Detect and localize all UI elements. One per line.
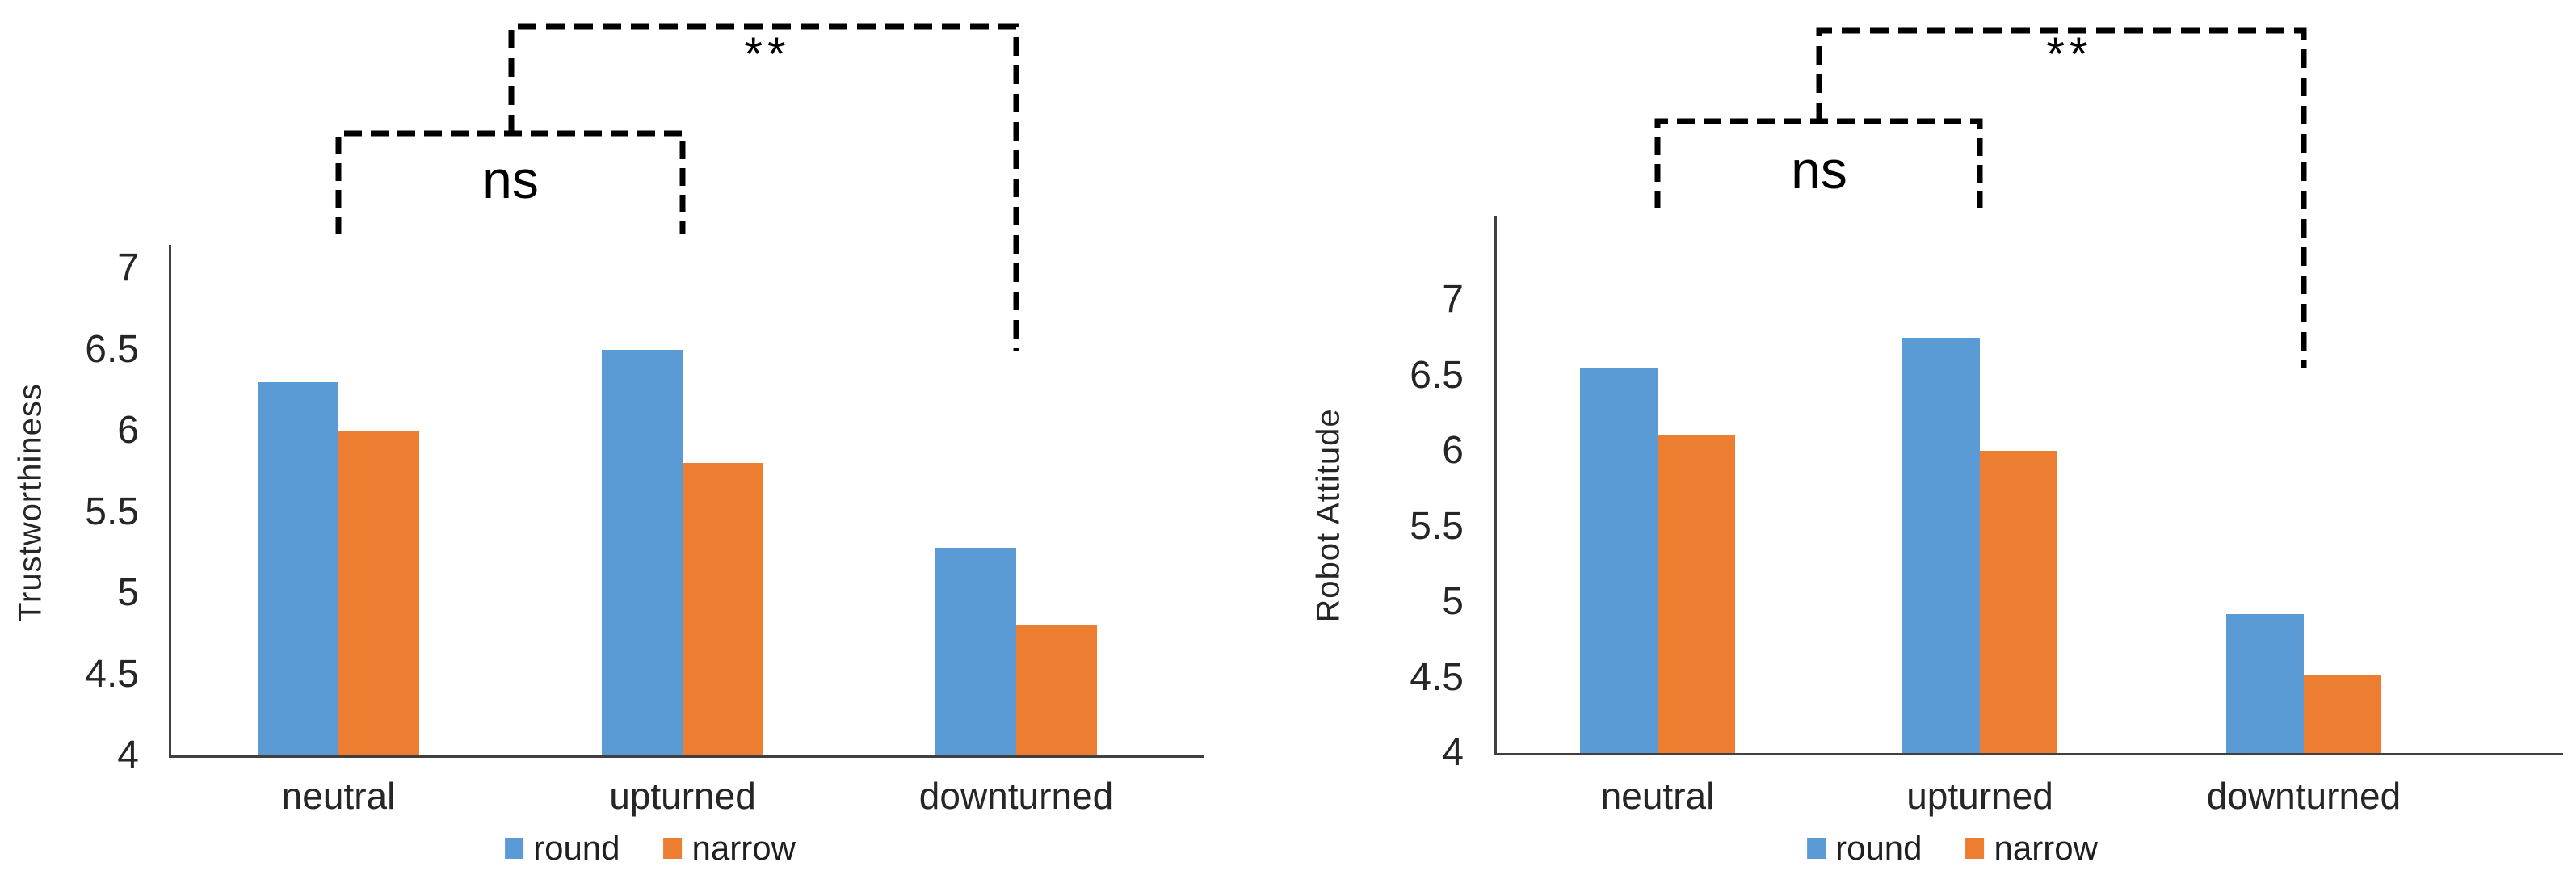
bar-narrow-upturned <box>1980 451 2057 753</box>
legend-label-round: round <box>1835 829 1923 867</box>
bar-round-neutral <box>1580 368 1658 753</box>
y-tick-label: 4 <box>1442 731 1464 774</box>
bar-round-neutral <box>258 381 338 755</box>
x-axis-line <box>1494 753 2563 755</box>
bar-round-downturned <box>2226 613 2304 753</box>
bar-round-upturned <box>1902 337 1980 753</box>
bar-narrow-upturned <box>683 463 763 755</box>
legend-swatch-round <box>1807 838 1826 859</box>
legend: round narrow <box>505 829 796 868</box>
legend-swatch-narrow <box>1965 838 1985 859</box>
y-tick-label: 7 <box>117 246 139 289</box>
bar-narrow-neutral <box>338 431 419 755</box>
bar-narrow-downturned <box>2304 674 2381 753</box>
y-tick-label: 7 <box>1442 278 1464 321</box>
bar-round-upturned <box>602 349 683 755</box>
bracket-stars-chart0 <box>508 23 1019 351</box>
y-axis-line <box>1494 216 1497 755</box>
legend-item-round: round <box>1807 829 1923 868</box>
x-axis-line <box>169 755 1204 758</box>
significance-label-ns: ns <box>482 149 539 209</box>
legend-label-narrow: narrow <box>1994 829 2098 867</box>
category-label-upturned: upturned <box>1906 775 2053 817</box>
y-tick-label: 4 <box>117 734 139 776</box>
legend-item-narrow: narrow <box>1965 829 2098 868</box>
legend: round narrow <box>1807 829 2098 868</box>
category-label-downturned: downturned <box>918 775 1114 817</box>
bar-narrow-neutral <box>1658 435 1735 753</box>
bracket-ns-chart1 <box>1654 118 1983 208</box>
y-tick-label: 4.5 <box>85 652 139 696</box>
y-tick-label: 5 <box>117 571 139 614</box>
legend-swatch-narrow <box>663 838 683 859</box>
category-label-upturned: upturned <box>609 775 756 817</box>
y-tick-label: 6 <box>117 409 139 452</box>
legend-item-narrow: narrow <box>663 829 796 868</box>
y-tick-label: 5.5 <box>1410 504 1464 548</box>
y-tick-label: 4.5 <box>1410 655 1464 699</box>
legend-label-narrow: narrow <box>691 829 796 867</box>
y-tick-label: 5.5 <box>85 490 139 533</box>
y-axis-line <box>169 245 171 758</box>
significance-label-stars: ** <box>744 28 791 81</box>
legend-item-round: round <box>505 829 620 868</box>
significance-label-stars: ** <box>2046 28 2093 81</box>
y-tick-label: 6.5 <box>85 327 139 371</box>
significance-label-ns: ns <box>1791 140 1847 200</box>
y-tick-label: 5 <box>1442 580 1464 623</box>
category-label-downturned: downturned <box>2206 775 2402 817</box>
y-tick-label: 6 <box>1442 429 1464 472</box>
category-label-neutral: neutral <box>1600 775 1715 817</box>
legend-label-round: round <box>533 829 620 867</box>
bar-narrow-downturned <box>1016 625 1097 755</box>
y-tick-label: 6.5 <box>1410 353 1464 397</box>
legend-swatch-round <box>505 838 524 859</box>
category-label-neutral: neutral <box>281 775 396 817</box>
bracket-stars-chart1 <box>1816 27 2307 368</box>
bracket-ns-chart0 <box>335 130 686 234</box>
bar-round-downturned <box>935 547 1016 755</box>
